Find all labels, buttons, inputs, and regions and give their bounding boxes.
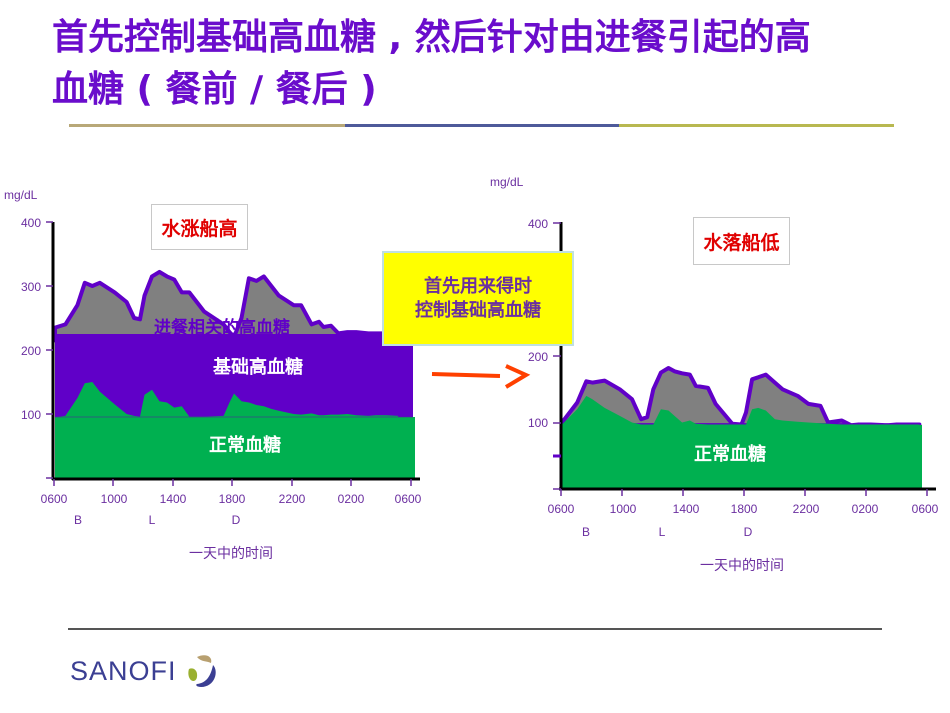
right-normal-glucose-peaks: [562, 395, 920, 426]
right-y-unit-label: mg/dL: [490, 175, 524, 189]
right-ytick-100: 100: [528, 416, 548, 430]
left-normal-layer-label: 正常血糖: [209, 434, 281, 456]
right-ytick-200: 200: [528, 350, 548, 364]
slide-title: 首先控制基础高血糖 , 然后针对由进餐引起的高 血糖 ( 餐前 / 餐后 ): [52, 12, 922, 116]
left-x-ticks: [53, 479, 412, 486]
left-ytick-200: 200: [21, 344, 41, 358]
right-meal-marker-breakfast: B: [582, 525, 590, 539]
right-normal-glucose-area: [562, 425, 922, 488]
callout-line-1: 首先用来得时: [424, 275, 532, 297]
left-meal-marker-lunch: L: [149, 513, 156, 527]
right-meal-marker-dinner: D: [744, 525, 753, 539]
left-xtick-2: 1400: [160, 492, 187, 506]
callout-box: 首先用来得时 控制基础高血糖: [382, 251, 574, 346]
left-xtick-6: 0600: [395, 492, 422, 506]
left-xtick-1: 1000: [101, 492, 128, 506]
left-xtick-4: 2200: [279, 492, 306, 506]
title-rule-segment-3: [619, 124, 894, 127]
left-meal-marker-dinner: D: [232, 513, 241, 527]
left-x-axis-label: 一天中的时间: [189, 545, 273, 561]
footer-divider: [68, 628, 882, 630]
left-y-unit-label: mg/dL: [4, 188, 38, 202]
left-xtick-3: 1800: [219, 492, 246, 506]
left-ytick-100: 100: [21, 408, 41, 422]
title-rule-segment-2: [345, 124, 619, 127]
callout-line-2: 控制基础高血糖: [415, 299, 541, 321]
right-xtick-5: 0200: [852, 502, 879, 516]
title-rule-segment-1: [69, 124, 345, 127]
left-normal-glucose-area: [55, 417, 415, 478]
left-normal-glucose-peaks: [55, 382, 399, 419]
right-caption-box: 水落船低: [693, 217, 790, 265]
left-basal-layer-label: 基础高血糖: [212, 356, 303, 378]
right-xtick-1: 1000: [610, 502, 637, 516]
left-caption-box: 水涨船高: [151, 204, 248, 250]
slide-title-line-1: 首先控制基础高血糖 , 然后针对由进餐引起的高: [52, 17, 811, 58]
arrow-right-icon: [431, 364, 531, 389]
slide-title-line-2: 血糖 ( 餐前 / 餐后 ): [52, 69, 377, 110]
right-chart: 正常血糖 400 200 100 0600 1000 1400 1800 220…: [528, 217, 939, 573]
left-chart: 进餐相关的高血糖 基础高血糖 正常血糖 400 300 200 100 0600…: [21, 216, 422, 561]
right-xtick-0: 0600: [548, 502, 575, 516]
left-ytick-300: 300: [21, 280, 41, 294]
right-xtick-2: 1400: [673, 502, 700, 516]
left-xtick-0: 0600: [41, 492, 68, 506]
right-x-axis-label: 一天中的时间: [700, 557, 784, 573]
right-x-ticks: [560, 489, 928, 496]
right-normal-layer-label: 正常血糖: [694, 443, 766, 465]
sanofi-bird-icon: [187, 655, 216, 687]
right-meal-marker-lunch: L: [659, 525, 666, 539]
sanofi-logo: SANOFI: [70, 651, 223, 691]
right-ytick-400: 400: [528, 217, 548, 231]
right-y-ticks: [553, 222, 561, 490]
left-ytick-400: 400: [21, 216, 41, 230]
left-meal-layer-label: 进餐相关的高血糖: [154, 317, 290, 338]
right-xtick-6: 0600: [912, 502, 939, 516]
logo-text: SANOFI: [70, 655, 177, 686]
left-y-ticks: [46, 221, 53, 479]
right-xtick-3: 1800: [731, 502, 758, 516]
left-meal-marker-breakfast: B: [74, 513, 82, 527]
left-xtick-5: 0200: [338, 492, 365, 506]
right-xtick-4: 2200: [793, 502, 820, 516]
